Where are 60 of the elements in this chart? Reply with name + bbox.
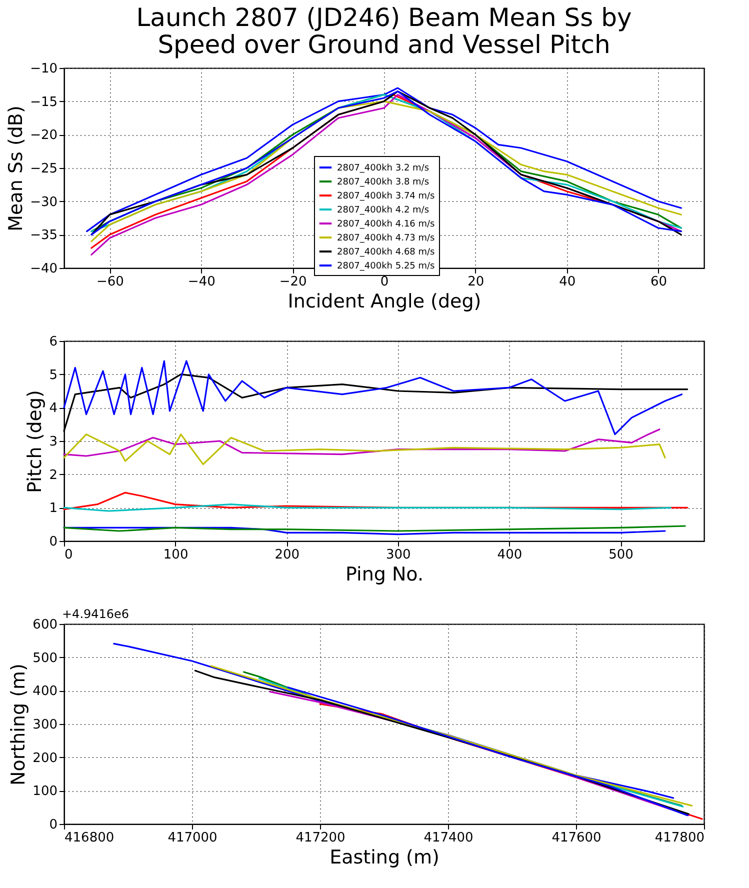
line-series — [63, 504, 672, 512]
x-tick-label: 500 — [608, 548, 634, 562]
x-tick-label: 417400 — [424, 830, 474, 846]
x-tick-label: −20 — [279, 274, 307, 290]
y-tick-label: 2 — [49, 468, 58, 483]
x-tick-label: 0 — [64, 548, 73, 562]
x-tick-label: 60 — [650, 274, 668, 290]
y-tick-label: −35 — [30, 228, 58, 244]
y-tick-label: 6 — [49, 334, 58, 350]
x-tick-label: 417200 — [296, 830, 346, 846]
legend-label: 2807_400kh 4.68 m/s — [337, 248, 436, 258]
x-tick-label: 20 — [468, 274, 484, 290]
legend-label: 2807_400kh 4.2 m/s — [337, 206, 430, 216]
x-tick-label: 417800 — [654, 830, 704, 846]
y-tick-label: 0 — [49, 818, 58, 832]
x-tick-label: 200 — [274, 548, 300, 562]
y-tick-label: 400 — [32, 684, 58, 700]
y-axis-title: Northing (m) — [8, 664, 30, 786]
line-series — [63, 360, 683, 436]
y-axis-title: Pitch (deg) — [24, 390, 46, 493]
y-tick-label: 5 — [49, 368, 58, 383]
y-tick-label: −25 — [30, 162, 58, 176]
y-tick-label: 500 — [32, 650, 58, 666]
legend-label: 2807_400kh 4.73 m/s — [337, 234, 436, 244]
x-tick-label: 100 — [163, 548, 188, 562]
x-axis-title: Ping No. — [345, 564, 424, 586]
legend-label: 2807_400kh 3.2 m/s — [337, 164, 430, 174]
y-tick-label: 300 — [32, 718, 58, 732]
x-tick-label: 417000 — [168, 830, 218, 846]
x-tick-label: 40 — [559, 274, 576, 290]
x-tick-label: 417600 — [552, 830, 602, 846]
legend-label: 2807_400kh 4.16 m/s — [337, 220, 436, 230]
text: +4.9416e6 — [62, 607, 130, 621]
x-tick-label: 0 — [380, 274, 389, 290]
x-tick-label: −40 — [188, 274, 216, 290]
x-axis-title: Incident Angle (deg) — [288, 290, 482, 312]
y-tick-label: −20 — [30, 128, 58, 144]
chart-title: Launch 2807 (JD246) Beam Mean Ss by Speed over Ground and Vessel Pitch — [136, 3, 632, 59]
x-axis-title: Easting (m) — [330, 846, 440, 868]
y-tick-label: 0 — [49, 534, 58, 550]
y-tick-label: −10 — [30, 62, 58, 76]
x-tick-label: 416800 — [64, 830, 114, 846]
x-tick-label: 300 — [386, 548, 411, 562]
y-tick-label: 1 — [49, 501, 58, 516]
y-tick-label: 600 — [32, 618, 58, 632]
x-tick-label: −60 — [96, 274, 124, 290]
y-tick-label: 4 — [49, 401, 58, 416]
y-axis-title: Mean Ss (dB) — [5, 106, 28, 232]
legend-label: 2807_400kh 3.74 m/s — [337, 192, 436, 202]
line-series — [63, 434, 666, 466]
x-tick-label: 400 — [497, 548, 522, 562]
legend-label: 2807_400kh 3.8 m/s — [337, 178, 430, 188]
line-series — [63, 428, 660, 457]
y-tick-label: −30 — [30, 194, 58, 210]
y-tick-label: 3 — [49, 434, 58, 450]
y-tick-label: −15 — [30, 94, 58, 110]
legend-label: 2807_400kh 5.25 m/s — [337, 262, 436, 272]
y-tick-label: 200 — [32, 750, 58, 766]
y-tick-label: 100 — [32, 784, 58, 800]
y-tick-label: −40 — [30, 262, 58, 276]
